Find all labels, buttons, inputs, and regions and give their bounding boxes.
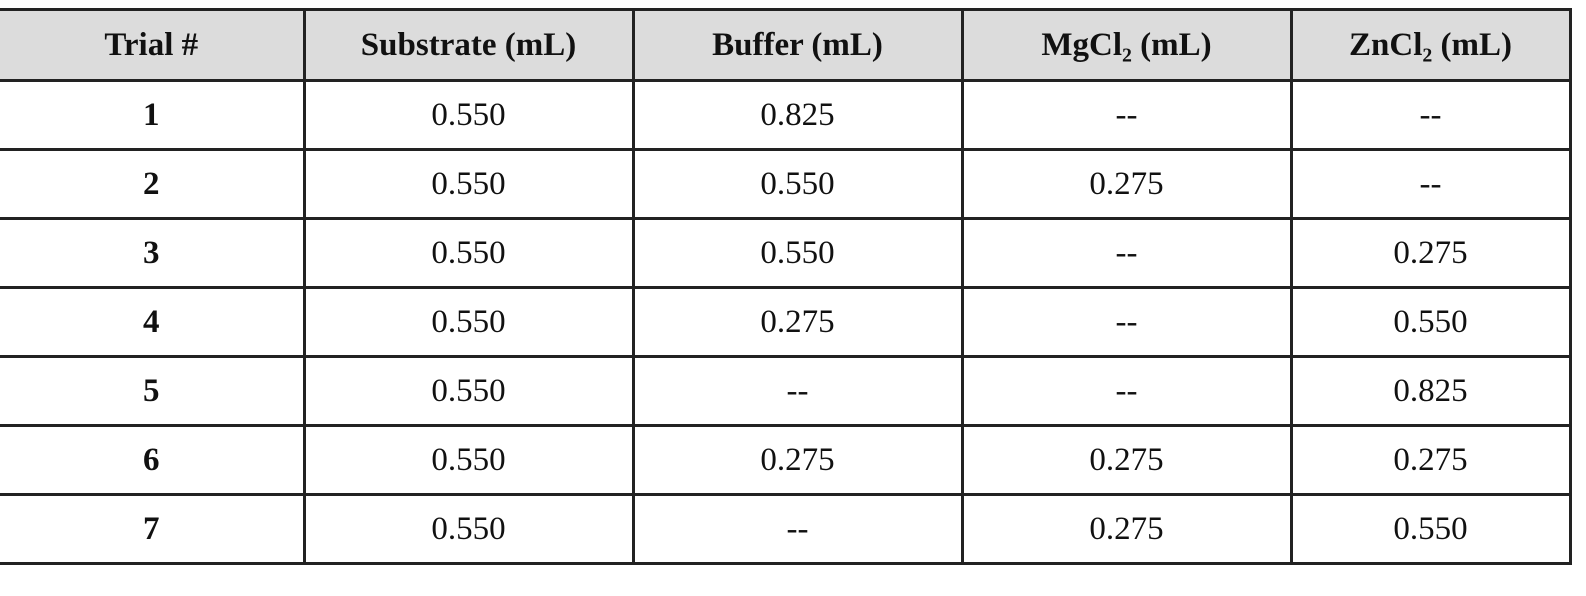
value-cell: -- (960, 79, 1293, 151)
value-cell: 0.550 (302, 493, 635, 565)
header-row: Trial # Substrate (mL) Buffer (mL) MgCl₂ (m… (0, 8, 1572, 82)
trial-cell: 5 (0, 355, 306, 427)
value-cell: 0.275 (631, 424, 964, 496)
table-row: 2 0.550 0.550 0.275 -- (0, 148, 1572, 220)
table-body: 1 0.550 0.825 -- -- 2 0.550 0.550 0.275 -- 3 0.550 0… (0, 79, 1572, 565)
value-cell: 0.550 (631, 217, 964, 289)
trial-cell: 6 (0, 424, 306, 496)
table-row: 7 0.550 -- 0.275 0.550 (0, 493, 1572, 565)
value-cell: 0.550 (631, 148, 964, 220)
header-cell: Substrate (mL) (302, 8, 635, 82)
trial-cell: 7 (0, 493, 306, 565)
header-cell: Trial # (0, 8, 306, 82)
value-cell: 0.275 (960, 148, 1293, 220)
value-cell: 0.550 (302, 355, 635, 427)
value-cell: 0.550 (302, 79, 635, 151)
value-cell: 0.275 (960, 424, 1293, 496)
table-row: 5 0.550 -- -- 0.825 (0, 355, 1572, 427)
header-cell: ZnCl₂ (mL) (1289, 8, 1572, 82)
table-row: 4 0.550 0.275 -- 0.550 (0, 286, 1572, 358)
value-cell: 0.825 (1289, 355, 1572, 427)
value-cell: -- (960, 355, 1293, 427)
data-table: Trial # Substrate (mL) Buffer (mL) MgCl₂ (m… (0, 8, 1572, 565)
value-cell: 0.275 (1289, 424, 1572, 496)
value-cell: -- (960, 217, 1293, 289)
value-cell: 0.550 (302, 217, 635, 289)
value-cell: 0.550 (1289, 286, 1572, 358)
trial-cell: 1 (0, 79, 306, 151)
value-cell: -- (1289, 148, 1572, 220)
value-cell: 0.550 (302, 286, 635, 358)
table-row: 1 0.550 0.825 -- -- (0, 79, 1572, 151)
value-cell: -- (631, 493, 964, 565)
value-cell: 0.275 (631, 286, 964, 358)
table-row: 3 0.550 0.550 -- 0.275 (0, 217, 1572, 289)
table-wrapper: Trial # Substrate (mL) Buffer (mL) MgCl₂ (m… (0, 8, 1572, 565)
value-cell: 0.825 (631, 79, 964, 151)
header-cell: Buffer (mL) (631, 8, 964, 82)
trial-cell: 4 (0, 286, 306, 358)
table-row: 6 0.550 0.275 0.275 0.275 (0, 424, 1572, 496)
value-cell: -- (631, 355, 964, 427)
value-cell: 0.275 (1289, 217, 1572, 289)
trial-cell: 3 (0, 217, 306, 289)
value-cell: -- (960, 286, 1293, 358)
trial-cell: 2 (0, 148, 306, 220)
value-cell: -- (1289, 79, 1572, 151)
value-cell: 0.550 (302, 148, 635, 220)
header-cell: MgCl₂ (mL) (960, 8, 1293, 82)
value-cell: 0.275 (960, 493, 1293, 565)
value-cell: 0.550 (1289, 493, 1572, 565)
value-cell: 0.550 (302, 424, 635, 496)
